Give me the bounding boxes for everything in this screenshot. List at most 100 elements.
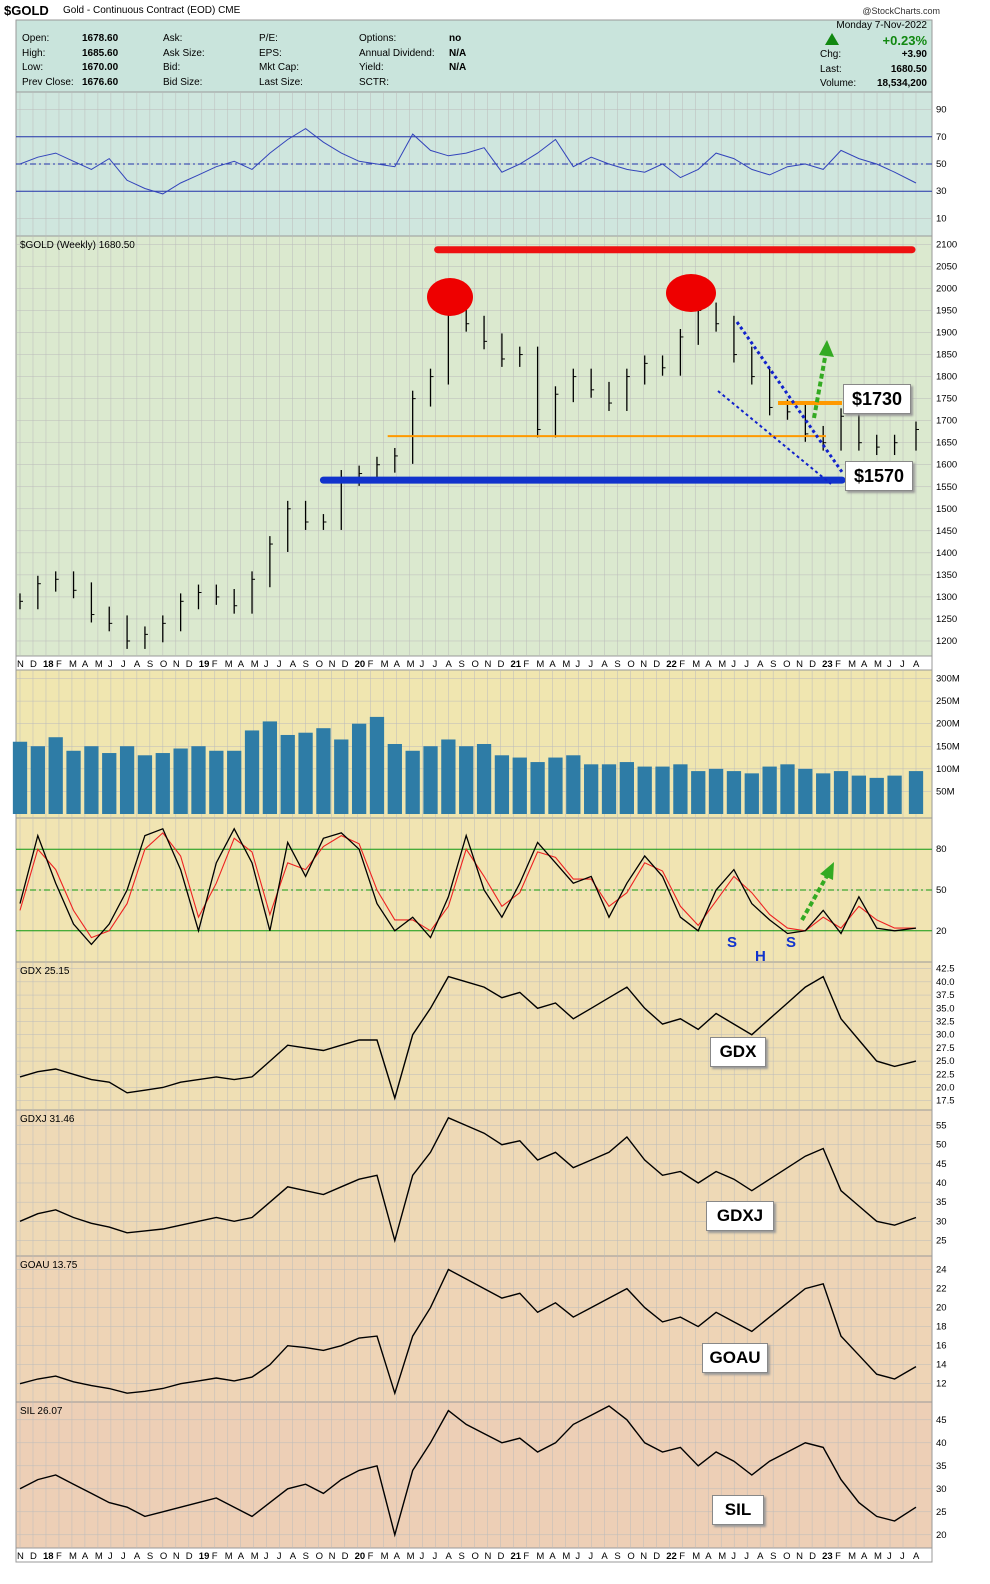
- y-tick-label: 24: [936, 1265, 947, 1276]
- stoch-fast-line: [19, 827, 917, 946]
- x-tick-label-top: A: [757, 659, 764, 670]
- volume-bar: [655, 766, 670, 814]
- y-tick-label: 100M: [936, 764, 960, 775]
- x-tick-label-top: M: [381, 659, 389, 670]
- x-tick-label-top: S: [147, 659, 153, 670]
- gdx-panel-label: GDX 25.15: [20, 966, 70, 977]
- volume-bar: [548, 757, 563, 814]
- x-tick-label-top: 19: [199, 659, 210, 670]
- quote-row: Open: 1678.60: [22, 32, 142, 47]
- volume-bar: [209, 750, 224, 814]
- x-tick-label-bottom: F: [679, 1551, 685, 1562]
- y-tick-label: 20: [936, 1303, 947, 1314]
- x-tick-label-top: O: [783, 659, 790, 670]
- quote-stat-label: Last:: [820, 63, 842, 75]
- volume-bar: [48, 737, 63, 814]
- volume-bar: [566, 755, 581, 814]
- y-tick-label: 55: [936, 1121, 947, 1132]
- x-tick-label-top: M: [251, 659, 259, 670]
- volume-bar: [280, 734, 295, 814]
- callout-sil: SIL: [712, 1495, 764, 1525]
- x-tick-label-bottom: A: [705, 1551, 712, 1562]
- x-tick-label-top: J: [731, 659, 736, 670]
- quote-change-pct: +0.23%: [882, 32, 927, 48]
- gdxj-panel-label: GDXJ 31.46: [20, 1114, 75, 1125]
- x-tick-label-bottom: F: [523, 1551, 529, 1562]
- panel-sil: [15, 1401, 933, 1549]
- quote-value: 1685.60: [82, 47, 119, 59]
- y-tick-label: 200M: [936, 719, 960, 730]
- wedge-upper: [735, 321, 844, 473]
- y-tick-label: 35.0: [936, 1003, 955, 1014]
- y-tick-label: 40: [936, 1178, 947, 1189]
- x-tick-label-bottom: O: [160, 1551, 167, 1562]
- y-tick-label: 300M: [936, 674, 960, 685]
- quote-label: Mkt Cap:: [259, 62, 300, 73]
- quote-label: Last Size:: [259, 76, 303, 88]
- volume-bar: [816, 773, 831, 814]
- x-tick-label-bottom: M: [718, 1551, 726, 1562]
- volume-bar: [908, 771, 924, 814]
- wedge-lower: [717, 390, 832, 485]
- y-tick-label: 14: [936, 1360, 947, 1371]
- quote-stat-label: Chg:: [820, 49, 842, 60]
- x-tick-label-bottom: D: [497, 1551, 504, 1562]
- x-tick-label-bottom: S: [614, 1551, 620, 1562]
- x-tick-label-top: J: [121, 659, 126, 670]
- quote-label: High:: [22, 47, 46, 59]
- y-tick-label: 1200: [936, 636, 957, 647]
- x-tick-label-bottom: M: [874, 1551, 882, 1562]
- x-tick-label-top: 20: [355, 659, 366, 670]
- y-tick-label: 25: [936, 1507, 947, 1518]
- volume-bar: [762, 766, 777, 814]
- x-tick-label-top: S: [303, 659, 309, 670]
- x-tick-label-top: F: [212, 659, 218, 670]
- quote-row: SCTR:: [359, 76, 489, 91]
- volume-bar: [798, 768, 813, 814]
- quote-label: Open:: [22, 33, 50, 44]
- x-tick-label-bottom: A: [290, 1551, 297, 1562]
- y-tick-label: 37.5: [936, 990, 955, 1001]
- quote-label: Low:: [22, 62, 44, 73]
- x-tick-label-bottom: J: [731, 1551, 736, 1562]
- y-tick-label: 90: [936, 105, 947, 116]
- x-tick-label-top: J: [887, 659, 892, 670]
- x-tick-label-top: S: [614, 659, 620, 670]
- volume-bar: [119, 746, 135, 814]
- x-tick-label-bottom: M: [251, 1551, 259, 1562]
- x-tick-label-top: O: [627, 659, 634, 670]
- y-tick-label: 1300: [936, 592, 957, 603]
- y-tick-label: 250M: [936, 696, 960, 707]
- quote-row: Mkt Cap:: [259, 61, 349, 76]
- y-tick-label: 16: [936, 1341, 947, 1352]
- x-tick-label-top: 23: [822, 659, 833, 670]
- volume-bar: [102, 753, 117, 814]
- x-tick-label-top: M: [718, 659, 726, 670]
- volume-bar: [726, 771, 742, 814]
- x-tick-label-top: O: [316, 659, 323, 670]
- quote-row: Ask Size:: [163, 47, 253, 62]
- volume-bar: [887, 775, 902, 814]
- volume-bar: [691, 771, 706, 814]
- y-tick-label: 50M: [936, 786, 955, 797]
- y-tick-label: 1650: [936, 438, 957, 449]
- volume-bar: [423, 746, 438, 814]
- y-tick-label: 50: [936, 1140, 947, 1151]
- volume-bar: [708, 768, 724, 814]
- x-tick-label-top: O: [160, 659, 167, 670]
- quote-row: Bid Size:: [163, 76, 253, 91]
- y-tick-label: 20.0: [936, 1083, 955, 1094]
- volume-bar: [441, 739, 456, 814]
- quote-value: 1670.00: [82, 62, 119, 73]
- volume-bar: [262, 721, 278, 814]
- volume-bar: [476, 744, 492, 814]
- x-tick-label-bottom: M: [95, 1551, 103, 1562]
- volume-bar: [227, 750, 242, 814]
- quote-stat: Volume: 18,534,200: [760, 77, 927, 92]
- quote-value: 1678.60: [82, 33, 119, 44]
- callout-goau: GOAU: [702, 1343, 768, 1373]
- x-tick-label-bottom: F: [56, 1551, 62, 1562]
- x-tick-label-top: F: [368, 659, 374, 670]
- x-tick-label-bottom: D: [30, 1551, 37, 1562]
- hs-label: S: [727, 934, 737, 951]
